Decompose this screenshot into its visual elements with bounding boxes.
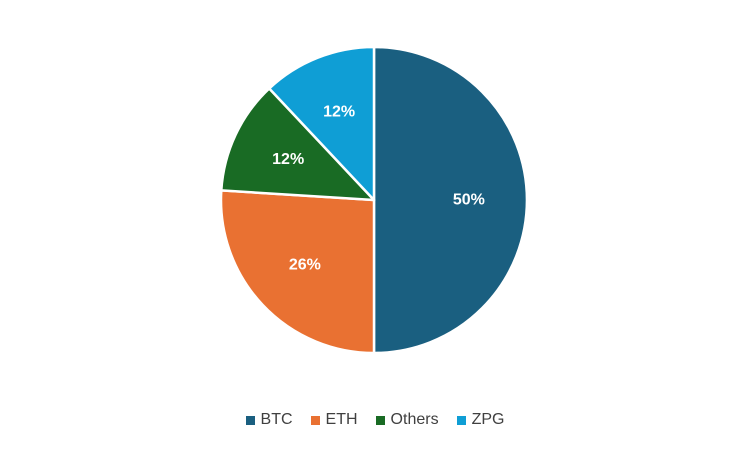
legend-swatch-zpg: [456, 415, 466, 425]
legend-item-eth: ETH: [310, 411, 358, 429]
legend-label-eth: ETH: [325, 411, 358, 428]
pie-slice-eth: [219, 189, 376, 355]
data-label-zpg: 12%: [323, 103, 355, 120]
legend-swatch-others: [375, 415, 385, 425]
data-label-btc: 50%: [453, 192, 485, 209]
pie-slice-zpg: [268, 45, 376, 202]
legend: BTC ETH Others ZPG: [0, 409, 750, 431]
data-label-eth: 26%: [289, 256, 321, 273]
legend-item-zpg: ZPG: [456, 411, 505, 429]
legend-item-btc: BTC: [245, 411, 293, 429]
legend-swatch-eth: [310, 415, 320, 425]
data-label-others: 12%: [272, 151, 304, 168]
pie-slice-btc: [372, 45, 529, 355]
legend-item-others: Others: [375, 411, 439, 429]
legend-label-others: Others: [390, 411, 439, 428]
pie-slice-others: [220, 87, 376, 202]
legend-label-zpg: ZPG: [471, 411, 505, 428]
legend-swatch-btc: [245, 415, 255, 425]
legend-label-btc: BTC: [260, 411, 293, 428]
